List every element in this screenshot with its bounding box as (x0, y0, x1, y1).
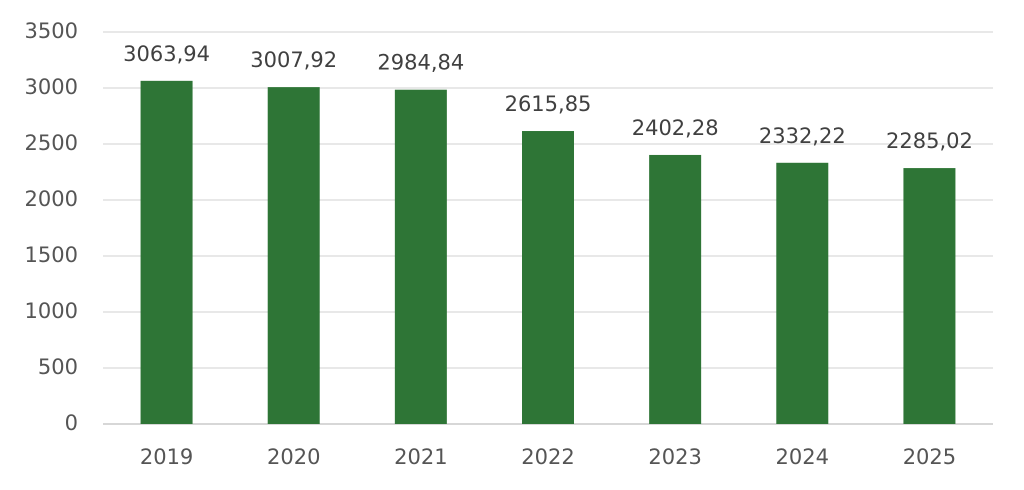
y-tick-label: 500 (38, 355, 78, 379)
x-tick-label: 2020 (267, 445, 320, 469)
y-tick-label: 1000 (25, 299, 78, 323)
bar (267, 87, 320, 424)
bar (903, 168, 956, 424)
x-tick-label: 2021 (394, 445, 447, 469)
data-label: 2285,02 (886, 129, 973, 153)
y-tick-label: 2500 (25, 131, 78, 155)
x-tick-label: 2022 (521, 445, 574, 469)
bar (140, 80, 193, 425)
bar (522, 131, 574, 425)
y-tick-label: 3000 (25, 75, 78, 99)
bar (776, 162, 829, 424)
x-tick-label: 2023 (648, 445, 701, 469)
y-tick-label: 0 (65, 411, 78, 435)
bar (649, 154, 702, 424)
data-label: 2984,84 (377, 51, 464, 75)
y-tick-label: 2000 (25, 187, 78, 211)
data-label: 2615,85 (505, 92, 592, 116)
data-label: 2402,28 (632, 116, 719, 140)
bar (394, 89, 447, 424)
data-label: 2332,22 (759, 124, 846, 148)
data-label: 3007,92 (250, 48, 337, 72)
y-tick-label: 3500 (25, 19, 78, 43)
y-tick-label: 1500 (25, 243, 78, 267)
x-tick-label: 2019 (140, 445, 193, 469)
x-tick-label: 2024 (776, 445, 829, 469)
x-tick-label: 2025 (903, 445, 956, 469)
data-label: 3063,94 (123, 42, 210, 66)
